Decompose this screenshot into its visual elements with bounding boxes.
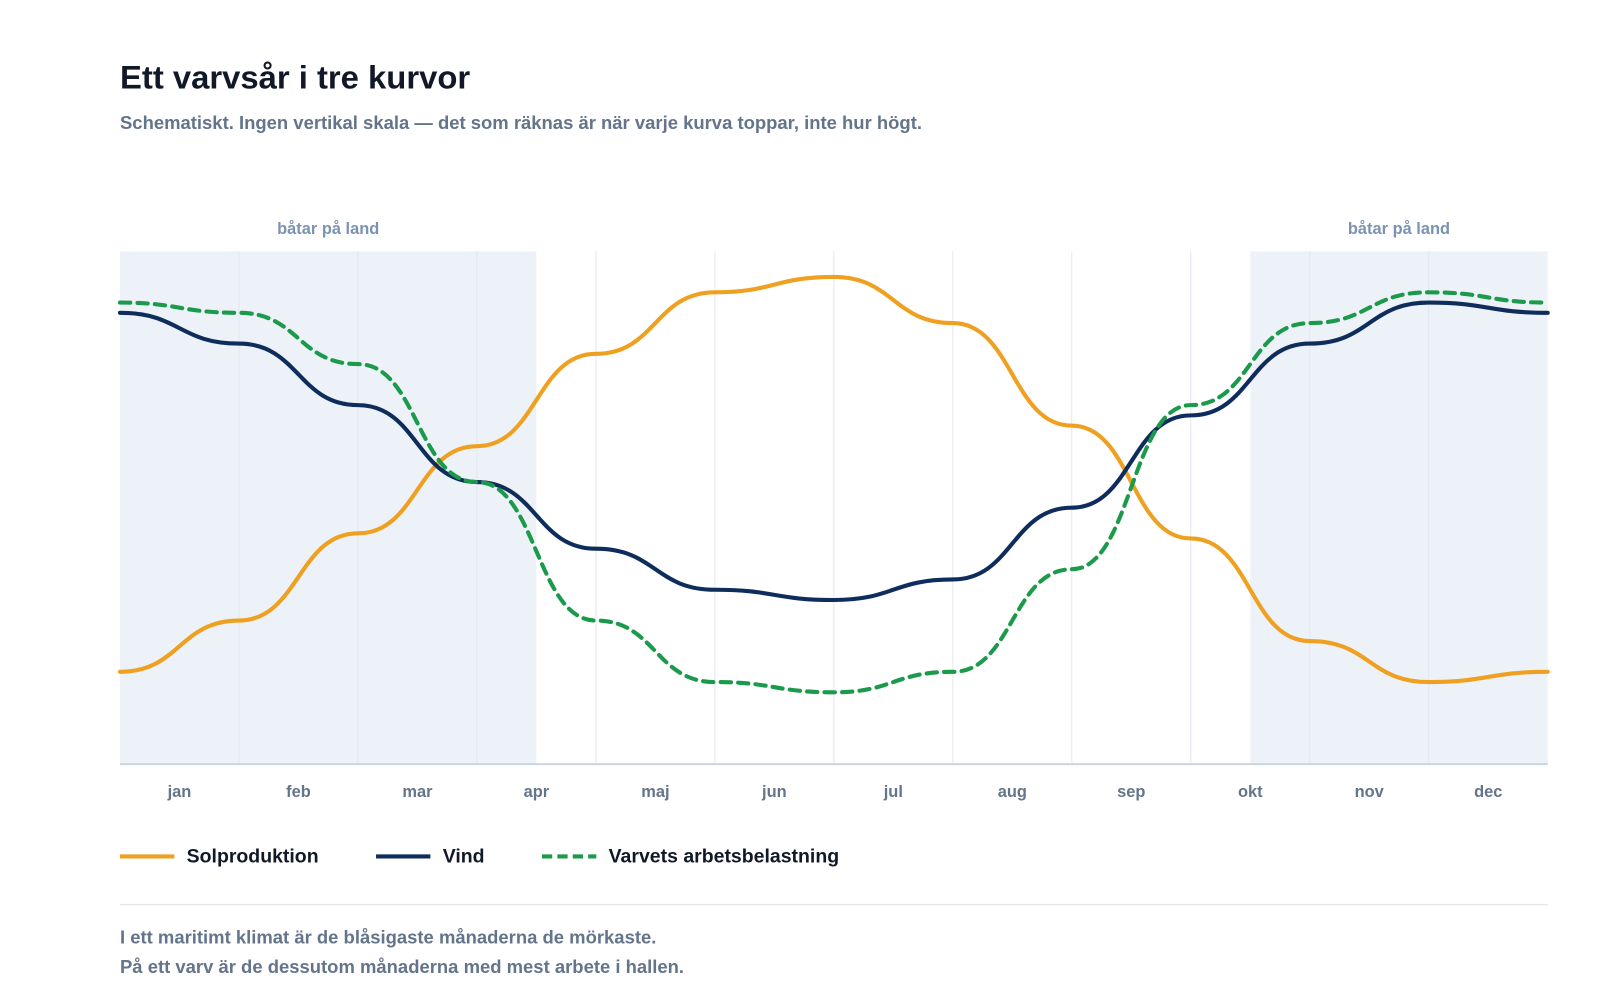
chart-subtitle: Schematiskt. Ingen vertikal skala — det … [120, 112, 922, 133]
x-tick-label: sep [1117, 783, 1145, 801]
legend-label: Vind [443, 846, 485, 868]
note: I ett maritimt klimat är de blåsigaste m… [120, 926, 656, 947]
series-line [117, 300, 1550, 603]
series-line [117, 274, 1550, 685]
legend-label: Varvets arbetsbelastning [609, 846, 839, 868]
x-tick-label: feb [286, 783, 311, 801]
shaded-region [1250, 251, 1548, 765]
x-tick-label: apr [524, 783, 550, 801]
x-tick-label: dec [1474, 783, 1502, 801]
chart-title: Ett varvsår i tre kurvor [120, 59, 470, 96]
note: På ett varv är de dessutom månaderna med… [120, 956, 684, 977]
x-tick-label: okt [1238, 783, 1263, 801]
x-tick-label: mar [402, 783, 433, 801]
x-tick-label: maj [641, 783, 669, 801]
x-tick-label: jul [883, 783, 903, 801]
x-tick-label: nov [1355, 783, 1385, 801]
x-tick-label: jan [167, 783, 192, 801]
shaded-region [120, 251, 537, 765]
x-tick-label: jun [761, 783, 787, 801]
legend-label: Solproduktion [187, 846, 319, 868]
x-tick-label: aug [998, 783, 1027, 801]
region-label: båtar på land [277, 220, 379, 238]
region-label: båtar på land [1348, 220, 1450, 238]
series-line [117, 290, 1550, 695]
